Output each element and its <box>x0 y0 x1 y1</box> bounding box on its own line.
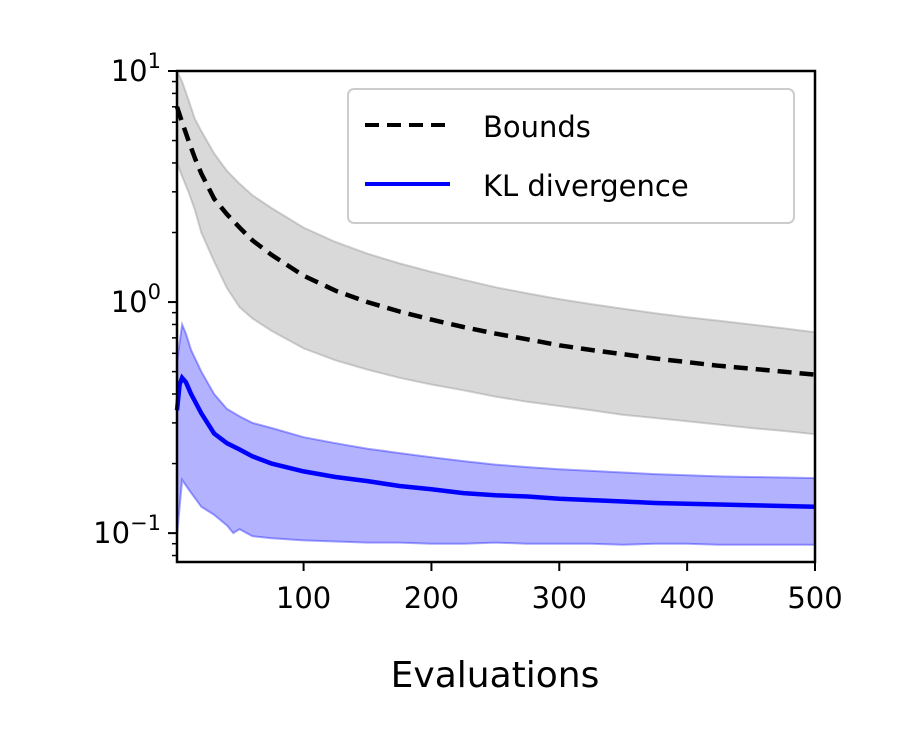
x-tick-label: 200 <box>404 581 459 615</box>
legend-box <box>347 88 795 224</box>
x-tick-label: 300 <box>532 581 587 615</box>
kl-divergence-line <box>174 373 816 510</box>
y-tick-label: 101 <box>111 49 161 88</box>
x-axis-ticks: 100 200 300 400 500 <box>276 562 843 615</box>
x-tick-label: 400 <box>659 581 714 615</box>
x-axis-label: Evaluations <box>391 655 600 696</box>
legend-label-kl-divergence: KL divergence <box>483 169 689 203</box>
legend: Bounds KL divergence <box>347 88 795 224</box>
x-tick-label: 500 <box>787 581 842 615</box>
plot-frame <box>175 69 817 564</box>
x-tick-label: 100 <box>276 581 331 615</box>
y-tick-label: 100 <box>111 280 161 319</box>
y-axis-ticks: 10−1 100 101 <box>93 49 177 557</box>
series-lines <box>174 106 816 510</box>
legend-label-bounds: Bounds <box>483 110 591 144</box>
bounds-line <box>174 106 816 377</box>
y-tick-label: 10−1 <box>93 511 161 550</box>
